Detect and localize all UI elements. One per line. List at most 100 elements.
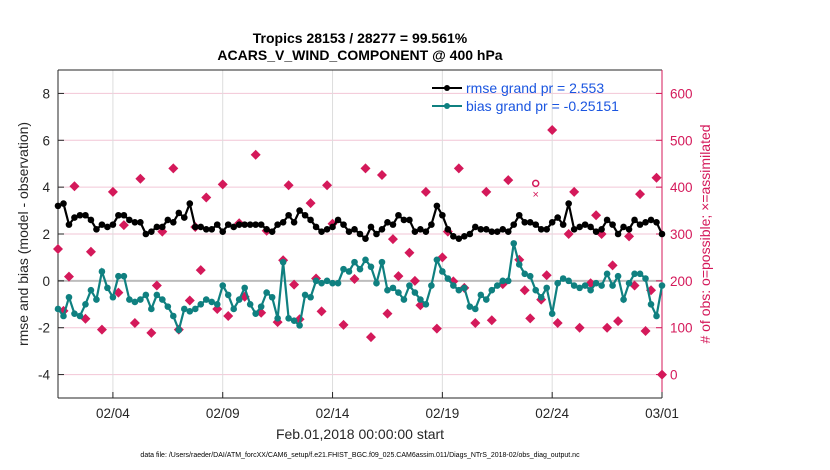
obs-count-point (387, 234, 398, 245)
rmse-point (373, 230, 380, 238)
rmse-point (620, 223, 627, 231)
bias-point (406, 282, 413, 289)
rmse-point (598, 226, 605, 233)
rmse-point (406, 216, 413, 224)
obs-count-point (547, 124, 558, 135)
rmse-point (548, 218, 556, 226)
bias-point (213, 300, 221, 308)
y-tick-label-right: 500 (670, 133, 693, 148)
bias-point (625, 279, 633, 287)
obs-count-point (574, 322, 585, 333)
bias-point (482, 296, 490, 303)
y-tick-label-left: -4 (38, 368, 50, 383)
bias-point (543, 284, 550, 292)
bias-point (620, 296, 627, 303)
obs-count-point (640, 325, 651, 336)
bias-point (658, 282, 666, 289)
bias-point (191, 305, 199, 313)
bias-point (356, 265, 364, 273)
rmse-point (433, 202, 441, 210)
chart-title-line-1: Tropics 28153 / 28277 = 99.561% (252, 30, 468, 46)
rmse-point (131, 218, 139, 226)
rmse-point (87, 216, 95, 224)
rmse-point (213, 221, 221, 228)
rmse-point (631, 216, 638, 224)
rmse-point (554, 214, 561, 221)
bias-point (301, 291, 309, 299)
bias-point (367, 263, 375, 271)
y-tick-label-left: 2 (42, 227, 50, 242)
obs-count-point (519, 285, 530, 296)
rmse-point (263, 226, 270, 233)
bias-point (279, 258, 287, 266)
obs-count-point (420, 186, 431, 197)
obs-count-point (470, 318, 481, 329)
bias-point (526, 272, 534, 280)
rmse-point (323, 226, 331, 233)
bias-point (131, 298, 139, 306)
rmse-point (576, 223, 583, 231)
bias-point (290, 317, 298, 324)
rmse-point (461, 233, 468, 240)
bias-point (603, 270, 611, 278)
bias-point (461, 284, 468, 292)
bias-point (268, 293, 276, 301)
obs-count-point (184, 295, 195, 306)
rmse-point (219, 228, 227, 235)
x-tick-label: 03/01 (645, 406, 679, 421)
obs-count-point (283, 180, 294, 191)
rmse-point (384, 218, 391, 226)
x-tick-label: 02/04 (96, 406, 130, 421)
rmse-point (455, 235, 463, 242)
rmse-point (71, 214, 78, 221)
bias-point (142, 291, 150, 299)
obs-count-point (217, 179, 228, 190)
obs-count-point (135, 173, 146, 184)
bias-point (224, 291, 232, 299)
bias-point (307, 293, 314, 301)
obs-count-point (349, 273, 360, 284)
rmse-point (197, 223, 205, 231)
rmse-point (444, 226, 452, 233)
y-axis-label-left: rmse and bias (model - observation) (15, 122, 31, 346)
rmse-point (170, 218, 177, 226)
rmse-point (417, 226, 424, 233)
rmse-point (362, 235, 369, 242)
legend-label-bias: bias grand pr = -0.25151 (466, 98, 619, 114)
bias-point (510, 240, 518, 247)
rmse-point (235, 221, 243, 228)
rmse-point (521, 218, 529, 226)
bias-point (82, 300, 89, 308)
bias-point (631, 270, 638, 278)
bias-point (576, 284, 583, 292)
obs-count-point (453, 163, 464, 174)
rmse-point (537, 226, 545, 233)
obs-count-point (365, 332, 376, 343)
bias-point (653, 312, 660, 320)
rmse-point (137, 218, 144, 226)
rmse-point (472, 223, 479, 231)
bias-point (642, 275, 649, 282)
y-tick-label-right: 0 (670, 368, 678, 383)
rmse-point (104, 223, 111, 231)
bias-point (428, 282, 435, 289)
bias-point (263, 289, 270, 296)
rmse-point (636, 221, 644, 228)
bias-point (340, 265, 347, 273)
rmse-point (526, 218, 534, 226)
bias-point (60, 312, 67, 320)
obs-count-point (223, 311, 234, 321)
data-file-footnote: data file: /Users/raeder/DAI/ATM_forcXX/… (140, 452, 580, 459)
rmse-point (279, 218, 287, 226)
bias-point (351, 258, 358, 266)
rmse-point (653, 218, 660, 226)
obs-count-point (146, 327, 157, 338)
rmse-point (180, 214, 188, 221)
rmse-point (224, 221, 232, 228)
rmse-point (301, 211, 309, 219)
bias-point (71, 310, 78, 317)
bias-point (411, 289, 419, 296)
obs-count-point (431, 323, 442, 334)
rmse-point (482, 226, 490, 233)
